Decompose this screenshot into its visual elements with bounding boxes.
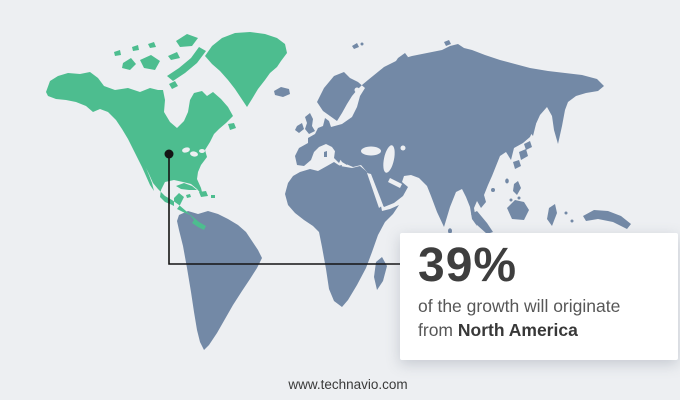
island-crete (346, 170, 352, 174)
island-sulawesi (547, 204, 557, 226)
island-sumatra (471, 211, 493, 234)
island-svalbard (352, 43, 359, 49)
callout-region-name: North America (457, 320, 578, 340)
island-hainan (491, 188, 495, 192)
island-japan-main (519, 149, 528, 160)
island-hispaniola (199, 191, 208, 197)
caspian-sea (383, 145, 395, 173)
island-taiwan (505, 178, 509, 184)
islands-philippines (513, 181, 521, 195)
island-banks (122, 58, 136, 70)
callout-line1: of the growth will originate (418, 296, 621, 316)
island-borneo (507, 200, 529, 220)
island-novaya-zemlya (387, 53, 408, 80)
island-ireland (295, 123, 304, 133)
persian-gulf (388, 178, 402, 188)
island-japan-south (513, 160, 521, 169)
island-newfoundland (228, 123, 236, 130)
island-cuba (176, 183, 197, 190)
inland-seas (354, 87, 406, 208)
mainland-north-america (46, 72, 233, 230)
aral-sea (400, 145, 406, 151)
island-puerto-rico (211, 195, 215, 198)
island-baffin (167, 47, 206, 81)
island-sri-lanka (448, 228, 452, 234)
island-new-guinea (583, 210, 631, 229)
callout-line2-prefix: from (418, 320, 458, 340)
island-iceland (274, 87, 290, 97)
callout-card: 39% of the growth will originate from No… (400, 233, 678, 360)
red-sea (367, 173, 383, 208)
callout-percent: 39% (418, 239, 518, 292)
white-sea (354, 87, 360, 93)
island-sardinia (324, 151, 327, 157)
location-marker-dot (164, 149, 174, 159)
region-north-america (46, 32, 287, 230)
island-sicily (336, 165, 342, 169)
island-great-britain (305, 113, 315, 134)
island-ellesmere (176, 34, 198, 47)
islands-east-asia (448, 114, 631, 234)
great-lakes (182, 147, 190, 153)
island-jamaica (186, 194, 191, 198)
region-africa (285, 162, 399, 307)
island-greenland (205, 32, 287, 107)
island-madagascar (374, 257, 387, 290)
island-sakhalin (529, 114, 536, 136)
region-south-america (177, 211, 262, 350)
callout-connector-line (168, 155, 401, 265)
black-sea (361, 146, 381, 156)
callout-subtitle: of the growth will originate from North … (418, 294, 668, 342)
island-japan-north (524, 141, 532, 150)
islands-atlantic-europe (274, 40, 451, 174)
footer-url: www.technavio.com (288, 377, 408, 392)
island-victoria (140, 55, 160, 70)
